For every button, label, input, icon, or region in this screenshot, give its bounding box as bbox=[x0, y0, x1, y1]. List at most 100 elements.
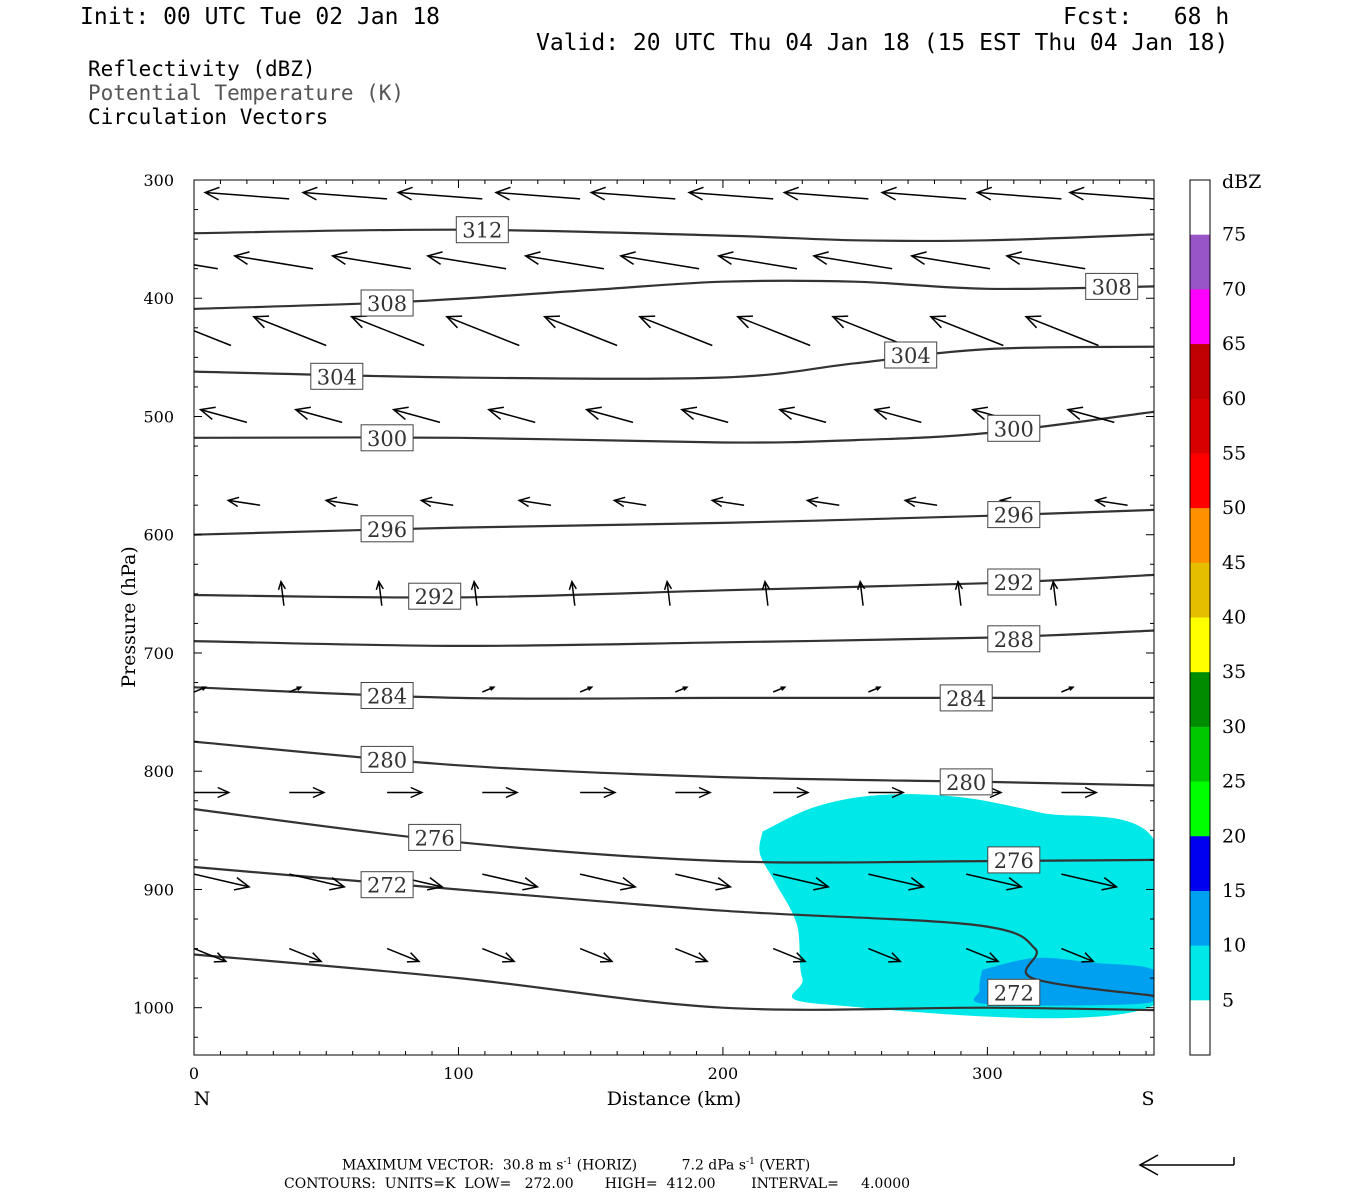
vector-shaft bbox=[571, 581, 576, 606]
isentrope-label-box bbox=[987, 625, 1041, 653]
isentrope-304 bbox=[194, 345, 1154, 380]
colorbar: 5 10 15 20 25 30 35 40 45 50 55 60 65 70 75 dBZ bbox=[1189, 171, 1261, 1056]
circulation-vector bbox=[1005, 251, 1086, 270]
isentrope-label-box bbox=[360, 682, 414, 709]
circulation-vector bbox=[580, 786, 617, 799]
vector-shaft bbox=[764, 581, 769, 606]
colorbar-level-label: 60 bbox=[1222, 388, 1246, 410]
vector-head bbox=[301, 186, 318, 201]
colorbar-segment bbox=[1190, 726, 1210, 783]
vector-shaft bbox=[194, 264, 218, 270]
circulation-vector bbox=[419, 496, 454, 508]
field-circulation-vectors: Circulation Vectors bbox=[88, 105, 329, 129]
colorbar-segment bbox=[1190, 344, 1210, 400]
vector-head bbox=[309, 952, 323, 963]
circulation-vector bbox=[226, 496, 261, 508]
vector-head bbox=[375, 579, 384, 591]
circulation-vector bbox=[868, 873, 926, 891]
circulation-vector bbox=[965, 947, 1000, 963]
vector-head bbox=[989, 786, 1003, 799]
circulation-vector bbox=[194, 264, 218, 270]
y-tick-label: 900 bbox=[143, 880, 174, 899]
isentrope-272 bbox=[194, 865, 1154, 997]
x-tick-label: 300 bbox=[972, 1064, 1003, 1083]
circulation-vector bbox=[1066, 406, 1115, 424]
vector-shaft bbox=[1067, 408, 1115, 424]
circulation-vector bbox=[482, 947, 516, 963]
colorbar-segment bbox=[1190, 508, 1210, 564]
circulation-vector bbox=[349, 315, 425, 347]
y-tick-label: 1000 bbox=[133, 999, 174, 1018]
reference-vector bbox=[1138, 1154, 1235, 1176]
vector-head bbox=[695, 952, 709, 963]
circulation-vector bbox=[1061, 947, 1095, 963]
circulation-vector bbox=[293, 406, 343, 424]
vector-head bbox=[159, 316, 174, 328]
circulation-vector bbox=[251, 315, 327, 347]
isentrope-label-text: 276 bbox=[994, 849, 1034, 873]
vector-shaft bbox=[666, 581, 671, 606]
circulation-vector bbox=[868, 947, 902, 963]
axes: 300 400 500 600 700 800 900 1000 0 100 200 300 bbox=[133, 171, 1154, 1083]
vector-shaft bbox=[905, 499, 938, 506]
vector-head bbox=[599, 952, 614, 963]
vector-head bbox=[1005, 251, 1022, 266]
circulation-vector bbox=[710, 496, 745, 508]
circulation-vector bbox=[675, 686, 689, 693]
vector-head bbox=[470, 579, 480, 591]
vector-head bbox=[908, 877, 926, 891]
vector-head bbox=[324, 496, 338, 508]
isentrope-label-text: 276 bbox=[415, 826, 455, 850]
circulation-vector bbox=[1061, 686, 1075, 693]
circulation-vector bbox=[482, 786, 519, 799]
colorbar-level-label: 5 bbox=[1222, 989, 1234, 1011]
isentrope-label-304: 304 bbox=[884, 341, 938, 369]
vector-shaft bbox=[868, 873, 924, 888]
vector-head bbox=[201, 686, 208, 691]
circulation-vector bbox=[1093, 496, 1128, 508]
vector-head bbox=[975, 186, 993, 201]
vector-head bbox=[584, 406, 602, 420]
vector-shaft bbox=[544, 316, 618, 347]
vector-shaft bbox=[591, 191, 676, 200]
vector-head bbox=[213, 952, 228, 963]
vector-head bbox=[523, 251, 541, 266]
vector-head bbox=[277, 579, 287, 591]
vector-shaft bbox=[784, 191, 869, 200]
colorbar-level-label: 10 bbox=[1222, 935, 1246, 957]
circulation-vector bbox=[482, 686, 496, 693]
vector-head bbox=[410, 786, 424, 799]
isentrope-label-box bbox=[939, 768, 993, 796]
circulation-vector bbox=[663, 579, 673, 606]
circulation-vector bbox=[288, 686, 303, 693]
vector-shaft bbox=[378, 581, 383, 606]
vector-head bbox=[891, 786, 906, 799]
vector-shaft bbox=[689, 191, 774, 200]
vector-shaft bbox=[639, 316, 713, 347]
isentrope-label-292: 292 bbox=[987, 568, 1041, 596]
vector-shaft bbox=[386, 947, 420, 963]
colorbar-segment bbox=[1190, 617, 1210, 673]
vector-shaft bbox=[194, 947, 227, 963]
vector-head bbox=[796, 786, 810, 799]
circulation-vector bbox=[1049, 579, 1059, 606]
vector-head bbox=[1068, 186, 1085, 201]
isentrope-label-box bbox=[455, 216, 509, 244]
vector-shaft bbox=[675, 873, 731, 888]
circulation-vector bbox=[812, 251, 893, 270]
colorbar-segment bbox=[1190, 890, 1210, 947]
colorbar-frame bbox=[1189, 179, 1211, 1056]
isentrope-label-308: 308 bbox=[360, 289, 414, 317]
circulation-vector bbox=[517, 496, 552, 508]
isentrope-268 bbox=[194, 953, 1154, 1012]
circulation-vector bbox=[868, 786, 906, 799]
circulation-vector bbox=[1061, 873, 1119, 891]
colorbar-segment bbox=[1190, 562, 1210, 618]
vector-shaft bbox=[302, 191, 388, 200]
isentrope-label-box bbox=[1085, 272, 1139, 300]
isentrope-label-304: 304 bbox=[310, 362, 364, 390]
vector-head bbox=[487, 406, 505, 420]
vector-shaft bbox=[681, 408, 729, 424]
circulation-vector bbox=[675, 786, 712, 799]
